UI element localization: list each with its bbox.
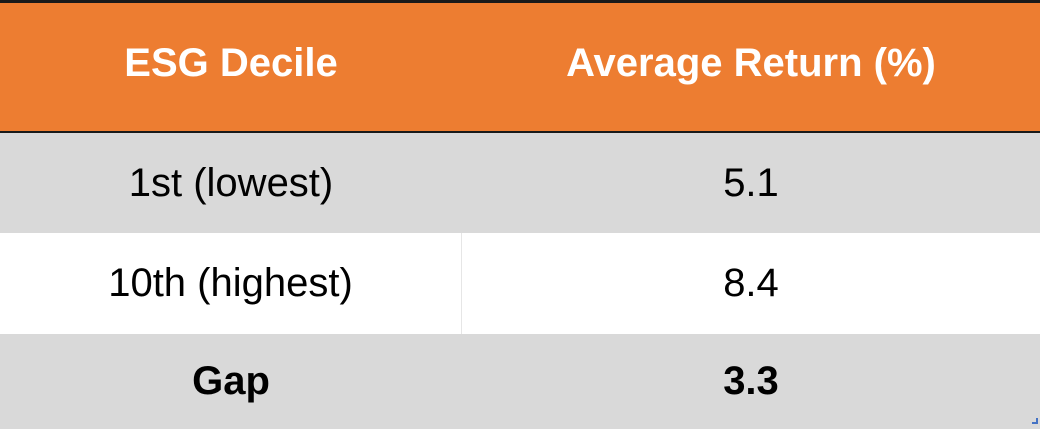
- table-row: 10th (highest) 8.4: [0, 233, 1040, 334]
- column-header-average-return: Average Return (%): [566, 40, 936, 85]
- gap-value-cell: 3.3: [723, 359, 779, 403]
- table-header-row: ESG Decile Average Return (%): [0, 3, 1040, 133]
- resize-handle-icon: [1032, 418, 1038, 424]
- column-header-esg-decile: ESG Decile: [124, 40, 338, 85]
- return-cell: 5.1: [723, 160, 779, 205]
- return-cell: 8.4: [723, 261, 779, 305]
- decile-cell: 10th (highest): [0, 233, 462, 334]
- gap-label-cell: Gap: [192, 359, 270, 403]
- table-row-gap: Gap 3.3: [0, 334, 1040, 429]
- table-row: 1st (lowest) 5.1: [0, 133, 1040, 233]
- decile-cell: 1st (lowest): [128, 160, 334, 205]
